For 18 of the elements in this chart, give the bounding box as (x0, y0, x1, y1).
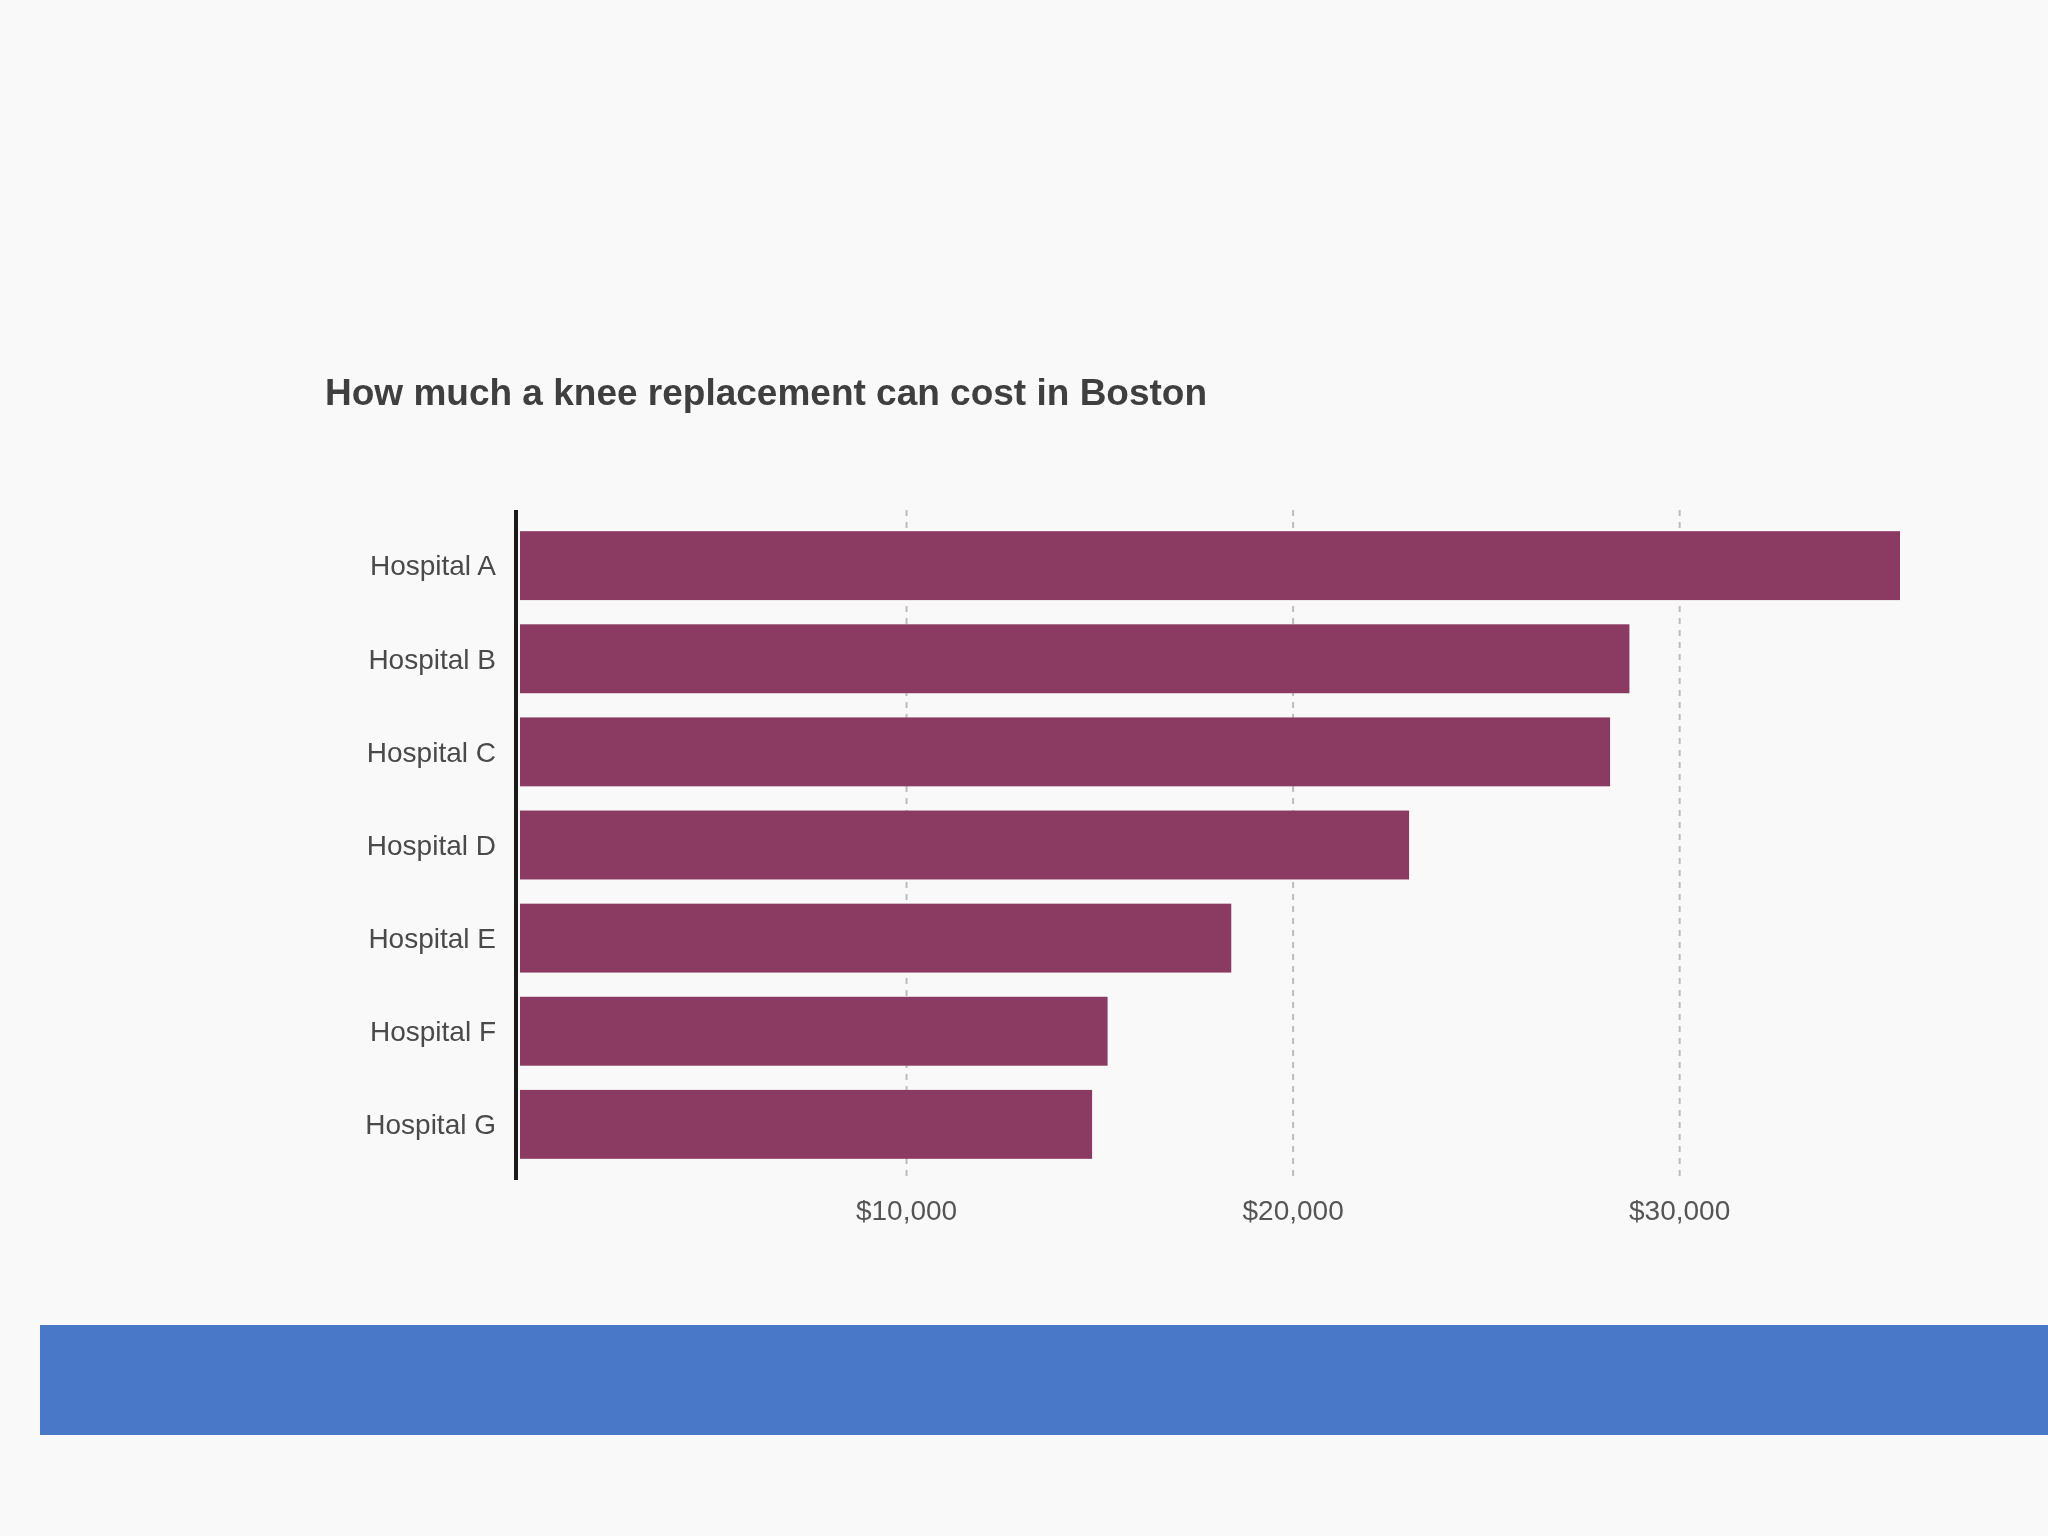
y-tick-label: Hospital D (366, 829, 496, 861)
bar (520, 1089, 1093, 1159)
bar (520, 531, 1900, 601)
chart-title: How much a knee replacement can cost in Boston (325, 372, 1208, 413)
bar (520, 903, 1232, 973)
y-tick-label: Hospital F (369, 1016, 496, 1048)
bar (520, 810, 1410, 880)
y-tick-label: Hospital E (368, 922, 496, 954)
y-tick-label: Hospital G (365, 1109, 496, 1141)
bar (520, 624, 1630, 694)
bar (520, 996, 1108, 1066)
y-tick-label: Hospital C (366, 736, 496, 768)
y-tick-label: Hospital A (369, 550, 497, 582)
x-tick-label: $20,000 (1242, 1195, 1344, 1226)
x-tick-label: $30,000 (1629, 1195, 1731, 1226)
y-tick-label: Hospital B (368, 643, 496, 675)
bar (520, 717, 1611, 787)
x-tick-label: $10,000 (855, 1195, 958, 1226)
